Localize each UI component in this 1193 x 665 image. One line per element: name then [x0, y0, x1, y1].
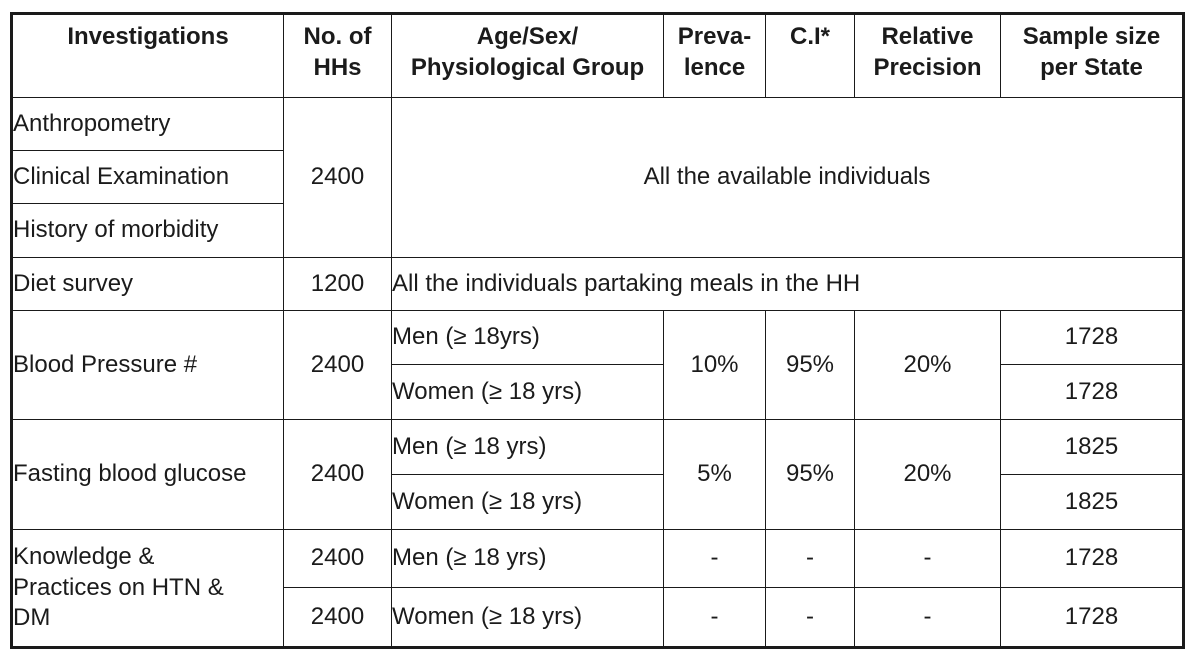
- col-header-sample-size-per-state: Sample size per State: [1000, 13, 1184, 98]
- cell-fbg-men-group: Men (≥ 18 yrs): [391, 419, 664, 475]
- table-row: Anthropometry 2400 All the available ind…: [11, 97, 1184, 258]
- cell-fbg-prevalence: 5%: [663, 419, 766, 530]
- cell-kp-men-ci: -: [765, 529, 855, 588]
- col-header-investigations: Investigations: [11, 13, 284, 98]
- cell-diet-note: All the individuals partaking meals in t…: [391, 257, 1184, 311]
- table-row: Knowledge & Practices on HTN & DM 2400 M…: [11, 529, 1184, 648]
- table-row: Fasting blood glucose 2400 Men (≥ 18 yrs…: [11, 419, 1184, 530]
- cell-kp-women-relative-precision: -: [854, 587, 1001, 648]
- survey-design-table: Investigations No. of HHs Age/Sex/ Physi…: [10, 12, 1185, 649]
- cell-anthro-group-note: All the available individuals: [391, 97, 1184, 258]
- cell-kp-men-relative-precision: -: [854, 529, 1001, 588]
- cell-kp-women-prevalence: -: [663, 587, 766, 648]
- cell-fbg-men-sample-size: 1825: [1000, 419, 1184, 475]
- cell-kp-men-sample-size: 1728: [1000, 529, 1184, 588]
- cell-investigation-clinical-examination: Clinical Examination: [11, 150, 284, 204]
- table-row: Women (≥ 18 yrs) 1728: [12, 364, 1184, 420]
- cell-kp-women-ci: -: [765, 587, 855, 648]
- cell-kp-women-hhs: 2400: [283, 587, 392, 648]
- cell-investigation-knowledge-practices: Knowledge & Practices on HTN & DM: [11, 529, 284, 648]
- col-header-prevalence: Preva- lence: [663, 13, 766, 98]
- cell-kp-men-prevalence: -: [663, 529, 766, 588]
- cell-investigation-anthropometry: Anthropometry: [11, 97, 284, 151]
- cell-fbg-women-sample-size: 1825: [1000, 474, 1184, 530]
- cell-investigation-history-of-morbidity: History of morbidity: [11, 203, 284, 258]
- table-body: Anthropometry 2400 All the available ind…: [11, 97, 1184, 648]
- table-row: Diet survey 1200 All the individuals par…: [11, 257, 1184, 311]
- cell-bp-prevalence: 10%: [663, 310, 766, 420]
- table-header: Investigations No. of HHs Age/Sex/ Physi…: [11, 13, 1184, 98]
- cell-bp-men-group: Men (≥ 18yrs): [391, 310, 664, 365]
- cell-fbg-hhs: 2400: [283, 419, 392, 530]
- col-header-no-of-hhs: No. of HHs: [283, 13, 392, 98]
- col-header-age-sex-group: Age/Sex/ Physiological Group: [391, 13, 664, 98]
- cell-bp-hhs: 2400: [283, 310, 392, 420]
- table-row: 2400 Women (≥ 18 yrs) - - - 1728: [12, 587, 1184, 648]
- cell-bp-relative-precision: 20%: [854, 310, 1001, 420]
- col-header-ci: C.I*: [765, 13, 855, 98]
- cell-investigation-blood-pressure: Blood Pressure #: [11, 310, 284, 420]
- cell-investigation-fasting-blood-glucose: Fasting blood glucose: [11, 419, 284, 530]
- cell-fbg-relative-precision: 20%: [854, 419, 1001, 530]
- table-row: Clinical Examination: [11, 150, 1184, 204]
- cell-bp-men-sample-size: 1728: [1000, 310, 1184, 365]
- cell-kp-women-sample-size: 1728: [1000, 587, 1184, 648]
- cell-investigation-diet-survey: Diet survey: [11, 257, 284, 311]
- col-header-relative-precision: Relative Precision: [854, 13, 1001, 98]
- cell-bp-women-sample-size: 1728: [1000, 364, 1184, 420]
- cell-kp-women-group: Women (≥ 18 yrs): [391, 587, 664, 648]
- header-row: Investigations No. of HHs Age/Sex/ Physi…: [11, 13, 1184, 98]
- cell-diet-hhs: 1200: [283, 257, 392, 311]
- cell-bp-women-group: Women (≥ 18 yrs): [391, 364, 664, 420]
- cell-anthro-group-hhs: 2400: [283, 97, 392, 258]
- cell-fbg-women-group: Women (≥ 18 yrs): [391, 474, 664, 530]
- cell-kp-men-group: Men (≥ 18 yrs): [391, 529, 664, 588]
- cell-fbg-ci: 95%: [765, 419, 855, 530]
- cell-kp-men-hhs: 2400: [283, 529, 392, 588]
- cell-bp-ci: 95%: [765, 310, 855, 420]
- table-row: Women (≥ 18 yrs) 1825: [12, 474, 1184, 530]
- table-row: Blood Pressure # 2400 Men (≥ 18yrs) 10% …: [11, 310, 1184, 420]
